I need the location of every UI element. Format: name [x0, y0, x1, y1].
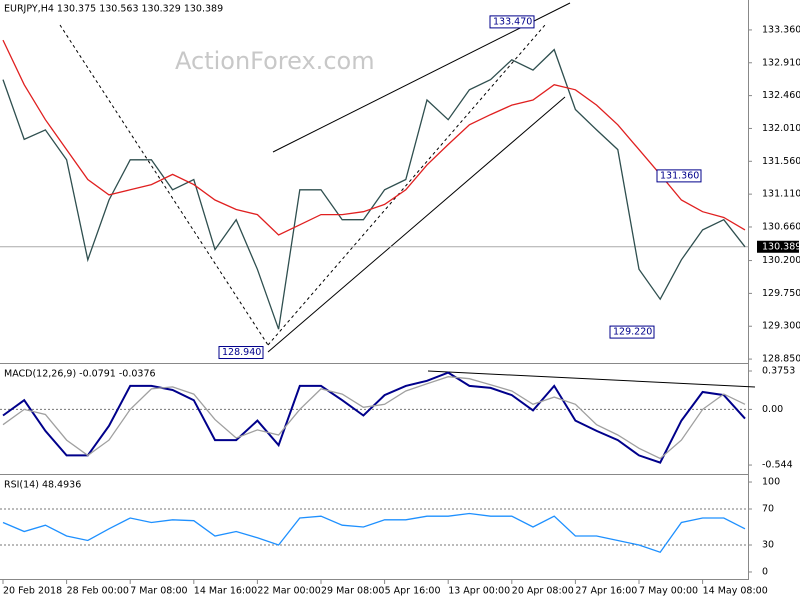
trendline	[267, 24, 546, 346]
y-tick-label: 0.00	[762, 404, 783, 415]
annotation-box	[218, 346, 264, 360]
x-tick-label: 14 Mar 16:00	[194, 586, 257, 597]
x-tick-label: 28 Feb 00:00	[67, 586, 129, 597]
chart-title: EURJPY,H4 130.375 130.563 130.329 130.38…	[4, 4, 223, 15]
y-tick-label: 133.360	[762, 24, 800, 35]
rsi-title: RSI(14) 48.4936	[4, 480, 81, 491]
y-tick-label: 128.850	[762, 354, 800, 365]
y-tick-label: 30	[762, 539, 774, 550]
series-line	[2, 39, 746, 236]
x-tick-label: 14 May 08:00	[703, 586, 768, 597]
trendline	[267, 96, 566, 353]
y-tick-label: 132.910	[762, 57, 800, 68]
series-line	[2, 48, 746, 330]
annotation-label: 131.360	[660, 170, 699, 181]
y-tick-label: 132.460	[762, 90, 800, 101]
annotation-label: 129.220	[613, 327, 652, 338]
y-tick-label: 130.660	[762, 221, 800, 232]
x-tick-label: 20 Apr 08:00	[512, 586, 574, 597]
y-tick-label: 70	[762, 504, 774, 515]
y-tick-label: 0.3753	[762, 366, 795, 377]
x-tick-label: 13 Apr 00:00	[448, 586, 510, 597]
y-tick-label: 129.750	[762, 288, 800, 299]
series-line	[2, 512, 746, 553]
y-tick-label: 130.200	[762, 255, 800, 266]
annotation-box	[489, 15, 535, 29]
current-price-label: 130.389	[762, 241, 800, 252]
y-tick-label: -0.544	[762, 460, 793, 471]
y-tick-label: 131.110	[762, 189, 800, 200]
annotation-box	[656, 169, 702, 183]
y-tick-label: 0	[762, 566, 768, 577]
macd-title: MACD(12,26,9) -0.0791 -0.0376	[4, 369, 156, 380]
series-line	[2, 376, 746, 460]
trendline	[59, 24, 269, 346]
x-tick-label: 5 Apr 16:00	[385, 586, 441, 597]
x-tick-label: 7 May 00:00	[639, 586, 698, 597]
macd-trendline	[427, 370, 756, 388]
x-tick-label: 27 Apr 16:00	[575, 586, 637, 597]
watermark: ActionForex.com	[175, 47, 375, 75]
y-tick-label: 100	[762, 477, 780, 488]
annotation-label: 128.940	[222, 347, 261, 358]
y-tick-label: 129.300	[762, 321, 800, 332]
current-price-box	[757, 240, 799, 253]
annotation-label: 133.470	[493, 16, 532, 27]
annotation-box	[609, 325, 655, 339]
x-tick-label: 22 Mar 00:00	[257, 586, 320, 597]
x-tick-label: 20 Feb 2018	[3, 586, 62, 597]
x-tick-label: 29 Mar 08:00	[321, 586, 384, 597]
y-tick-label: 131.560	[762, 156, 800, 167]
x-tick-label: 7 Mar 08:00	[130, 586, 187, 597]
y-tick-label: 132.010	[762, 123, 800, 134]
